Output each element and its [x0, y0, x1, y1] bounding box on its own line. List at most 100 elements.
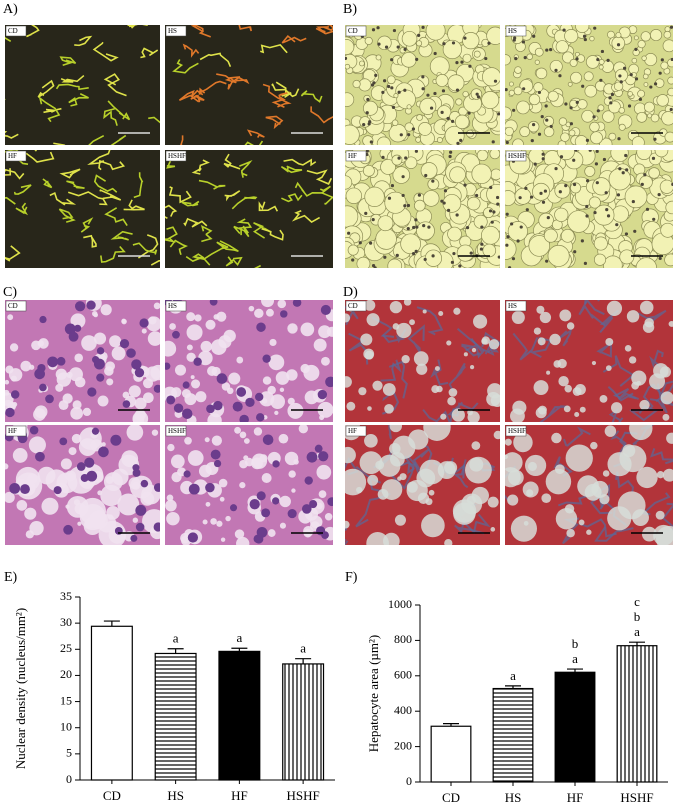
x-tick-label: HF — [567, 790, 584, 805]
nucleus — [442, 42, 446, 46]
cell — [547, 244, 570, 267]
nucleus — [397, 90, 401, 94]
vacuole — [505, 438, 512, 446]
vacuole — [607, 452, 632, 477]
vacuole — [71, 433, 82, 444]
error-bar — [295, 658, 312, 664]
cell — [358, 78, 372, 92]
nucleus — [511, 257, 516, 261]
vacuole — [324, 512, 333, 521]
nucleus — [383, 79, 387, 83]
vacuole — [513, 432, 533, 453]
vacuole — [7, 314, 14, 321]
panel-label: B) — [343, 2, 357, 17]
vacuole — [174, 364, 187, 376]
fiber — [37, 79, 55, 98]
cell — [483, 207, 494, 219]
fiber — [185, 253, 211, 266]
vacuole — [239, 482, 246, 489]
cell — [639, 175, 653, 189]
nucleus — [619, 80, 623, 84]
nucleus — [262, 354, 271, 363]
vacuole — [321, 356, 330, 366]
cell — [661, 111, 673, 126]
vacuole — [134, 397, 147, 410]
collagen — [594, 526, 634, 542]
fiber — [5, 168, 25, 180]
nucleus — [301, 504, 312, 514]
vacuole — [200, 340, 212, 353]
vacuole — [345, 468, 367, 496]
nucleus — [153, 483, 160, 492]
nucleus — [429, 106, 434, 110]
y-tick-label: 5 — [66, 746, 72, 760]
nucleus — [615, 223, 619, 227]
cell — [667, 87, 673, 97]
nucleus — [456, 141, 460, 145]
fiber — [190, 25, 211, 38]
fiber — [132, 242, 158, 255]
vacuole — [522, 481, 539, 498]
vacuole — [394, 514, 406, 526]
bar — [90, 625, 133, 781]
nucleus — [390, 86, 394, 90]
vacuole — [267, 529, 276, 537]
vacuole — [644, 317, 654, 328]
nucleus — [406, 203, 411, 208]
cell — [345, 92, 355, 107]
fiber — [227, 76, 250, 90]
nucleus — [272, 497, 280, 505]
nucleus — [256, 322, 266, 332]
fiber — [200, 224, 213, 243]
collagen — [539, 405, 568, 422]
y-tick-label: 25 — [60, 641, 72, 655]
y-tick-label: 1000 — [388, 597, 412, 611]
nucleus — [450, 260, 455, 264]
cell — [567, 81, 573, 87]
nucleus — [451, 41, 456, 45]
subpanel-tag — [165, 300, 187, 312]
vacuole — [191, 379, 201, 389]
cell — [514, 66, 522, 74]
vacuole — [106, 505, 120, 520]
error-bar — [231, 647, 248, 652]
vacuole — [586, 529, 592, 535]
nucleus — [414, 218, 418, 222]
vacuole — [218, 478, 228, 488]
y-tick-label: 200 — [394, 738, 412, 752]
nucleus — [455, 213, 459, 217]
vacuole — [97, 395, 109, 407]
cell — [589, 35, 595, 42]
vacuole — [269, 338, 277, 347]
collagen — [458, 513, 491, 535]
fiber — [99, 189, 122, 201]
vacuole — [228, 372, 241, 385]
cell — [641, 55, 647, 61]
vacuole — [5, 491, 15, 504]
vacuole — [447, 396, 456, 406]
vacuole — [444, 539, 453, 545]
nucleus — [403, 88, 407, 92]
cell — [654, 150, 669, 158]
nucleus — [392, 28, 397, 33]
vacuole — [81, 335, 97, 351]
cell — [583, 71, 594, 82]
cell — [345, 63, 351, 70]
vacuole — [599, 394, 608, 403]
cell — [615, 68, 629, 82]
nucleus — [554, 167, 558, 171]
cell — [581, 109, 594, 123]
nucleus — [166, 395, 176, 405]
vacuole — [220, 537, 226, 542]
nucleus — [182, 381, 190, 389]
vacuole — [24, 507, 37, 520]
vacuole — [453, 307, 461, 315]
vacuole — [639, 300, 654, 315]
nucleus — [606, 58, 610, 62]
vacuole — [423, 425, 451, 441]
vacuole — [236, 356, 244, 364]
panel-label: D) — [343, 285, 358, 300]
vacuole — [422, 309, 427, 314]
collagen — [345, 306, 359, 326]
collagen — [388, 360, 408, 399]
